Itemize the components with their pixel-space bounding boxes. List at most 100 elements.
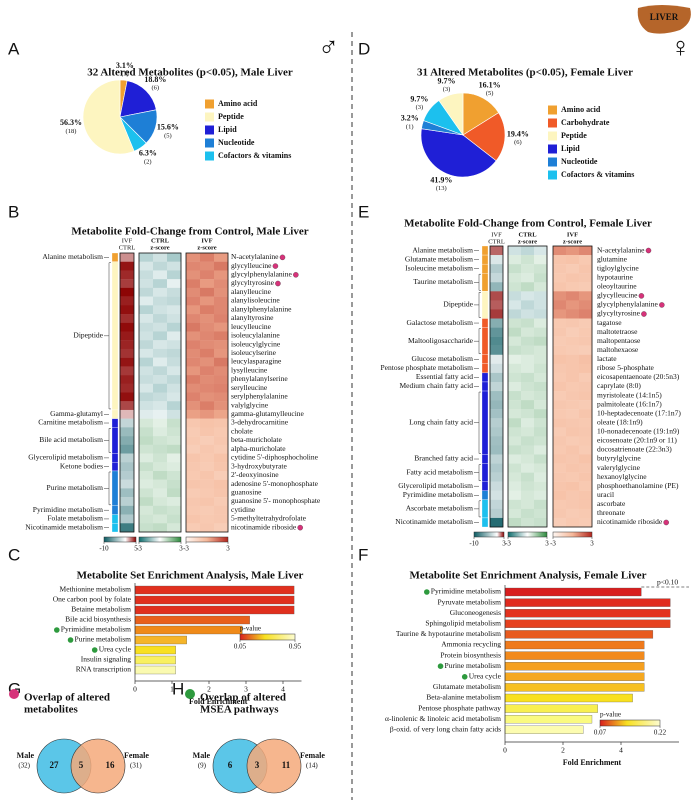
metabolite-label: alanylleucine <box>231 287 272 296</box>
metabolite-label: phosphoethanolamine (PE) <box>597 481 679 490</box>
fold-cell <box>120 505 134 515</box>
group-label: Glutamate metabolism <box>405 254 473 263</box>
metabolite-label: isoleucylglycine <box>231 339 281 348</box>
ctrl-zscore-cell <box>508 508 522 519</box>
ctrl-zscore-cell <box>167 479 182 489</box>
female-symbol: ♀ <box>670 32 691 63</box>
ctrl-zscore-cell <box>167 331 182 341</box>
ctrl-zscore-cell <box>139 261 154 271</box>
fold-cell <box>490 499 503 510</box>
bar-label: Insulin signaling <box>81 655 131 664</box>
legend-swatch <box>205 99 214 109</box>
colorbar-tick-label: -3 <box>136 545 142 553</box>
fold-cell <box>490 490 503 501</box>
group-label: Purine metabolism <box>47 483 104 492</box>
group-label: Dipeptide <box>73 331 103 340</box>
slice-count: (5) <box>164 132 172 139</box>
ivf-zscore-cell <box>214 279 229 289</box>
column-header: IVF <box>201 237 212 244</box>
venn-title: MSEA pathways <box>200 704 279 716</box>
ivf-zscore-cell <box>566 273 580 283</box>
ivf-zscore-cell <box>200 453 215 463</box>
fold-cell <box>120 497 134 507</box>
ctrl-zscore-cell <box>153 453 168 463</box>
ivf-zscore-cell <box>214 261 229 271</box>
ivf-zscore-cell <box>579 282 593 292</box>
ctrl-zscore-cell <box>153 375 168 384</box>
slice-label: 15.6% <box>157 123 179 132</box>
bar <box>134 585 295 595</box>
column-header: CTRL <box>518 231 537 238</box>
ivf-zscore-cell <box>566 336 580 346</box>
ivf-zscore-cell <box>186 488 201 498</box>
ctrl-zscore-cell <box>534 445 548 455</box>
legend-label: Peptide <box>561 131 587 140</box>
ctrl-zscore-cell <box>167 270 182 280</box>
group-bar <box>111 409 119 419</box>
legend-label: Nucleotide <box>561 157 598 166</box>
ivf-zscore-cell <box>186 270 201 280</box>
ctrl-zscore-cell <box>139 488 154 498</box>
ctrl-zscore-cell <box>167 287 182 297</box>
ivf-zscore-cell <box>200 348 215 358</box>
slice-count: (1) <box>121 71 129 78</box>
fold-cell <box>120 253 134 262</box>
ctrl-zscore-cell <box>139 505 154 515</box>
slice-count: (2) <box>144 158 152 165</box>
chart-title: Metabolite Set Enrichment Analysis, Male… <box>77 570 304 582</box>
group-bracket <box>478 464 481 481</box>
ctrl-zscore-cell <box>534 517 548 528</box>
ctrl-zscore-cell <box>521 354 535 365</box>
ctrl-zscore-cell <box>167 340 182 350</box>
panel-label: B <box>8 202 19 221</box>
colorbar-tick-label: 3 <box>226 545 230 553</box>
ctrl-zscore-cell <box>153 322 168 332</box>
ivf-zscore-cell <box>553 246 567 256</box>
panel-label: D <box>358 39 370 58</box>
ctrl-zscore-cell <box>521 499 535 510</box>
ctrl-zscore-cell <box>153 392 168 402</box>
ivf-zscore-cell <box>186 348 201 358</box>
x-tick-label: 2 <box>207 685 211 694</box>
fold-cell <box>120 409 134 419</box>
metabolite-label: 3-hydroxybutyrate <box>231 461 287 470</box>
ivf-zscore-cell <box>186 497 201 507</box>
ivf-zscore-cell <box>186 444 201 454</box>
ivf-zscore-cell <box>566 381 580 392</box>
ctrl-zscore-cell <box>508 400 522 410</box>
bar-label: Taurine & hypotaurine metabolism <box>396 629 501 638</box>
bar <box>504 704 598 713</box>
ivf-zscore-cell <box>186 375 201 384</box>
set-name: Female <box>300 751 325 760</box>
metabolite-label: leucylasparagine <box>231 357 282 366</box>
ctrl-zscore-cell <box>508 291 522 301</box>
group-bracket <box>108 471 111 506</box>
ctrl-zscore-cell <box>139 279 154 289</box>
ivf-zscore-cell <box>200 366 215 376</box>
organ-label: LIVER <box>650 12 679 22</box>
ivf-zscore-cell <box>579 291 593 301</box>
metabolite-label: valerylglycine <box>597 463 641 472</box>
ivf-zscore-cell <box>553 499 567 510</box>
ctrl-zscore-cell <box>534 481 548 491</box>
group-bar <box>481 273 489 292</box>
bar <box>504 640 645 650</box>
chart-title: Metabolite Fold-Change from Control, Mal… <box>71 226 308 238</box>
heatmap-frame <box>119 252 135 533</box>
ivf-zscore-cell <box>566 418 580 428</box>
legend-label: Peptide <box>218 112 244 121</box>
ctrl-zscore-cell <box>167 453 182 463</box>
colorbar-tick-label: 3 <box>179 545 183 553</box>
bar <box>134 595 295 605</box>
panel-label: F <box>358 545 368 564</box>
ivf-zscore-cell <box>200 470 215 480</box>
ctrl-zscore-cell <box>167 497 182 507</box>
ivf-zscore-cell <box>214 270 229 280</box>
ivf-zscore-cell <box>553 282 567 292</box>
group-bracket <box>478 500 481 518</box>
ctrl-zscore-cell <box>534 436 548 446</box>
metabolite-label: 5-methyltetrahydrofolate <box>231 514 307 523</box>
panel-label: A <box>8 39 20 58</box>
title-marker <box>185 689 195 699</box>
ctrl-zscore-cell <box>534 318 548 328</box>
